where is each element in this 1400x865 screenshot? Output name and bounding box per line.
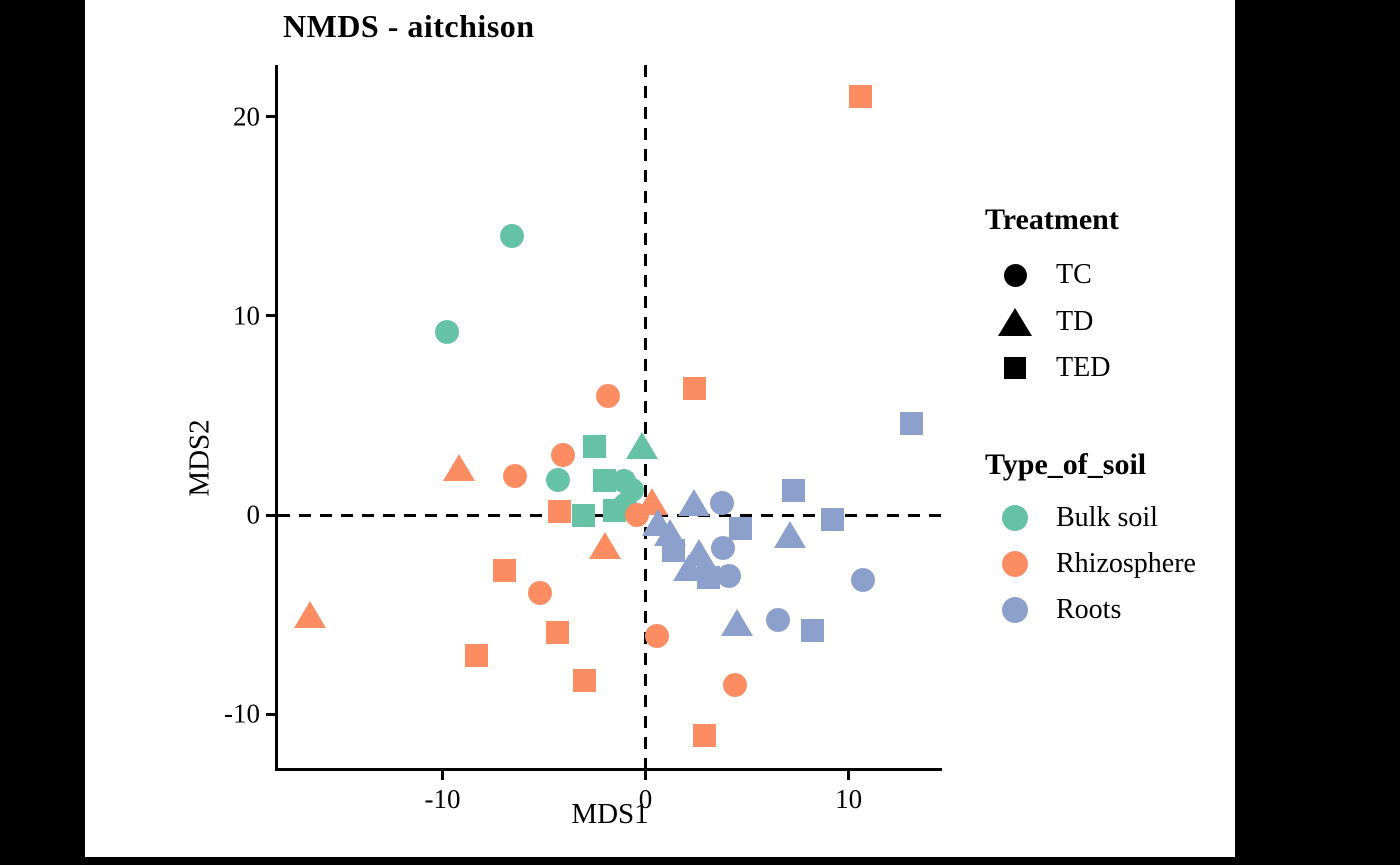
x-tick-label: 10 <box>835 784 863 814</box>
data-point-bulk-soil-ted <box>572 503 596 527</box>
data-point-rhizosphere-ted <box>573 668 597 692</box>
rhizosphere-dot-icon <box>1002 551 1028 577</box>
soil-item-label: Bulk soil <box>1056 502 1158 533</box>
x-axis-label: MDS1 <box>571 798 649 830</box>
data-point-roots-ted <box>696 566 720 590</box>
x-tick-label: -10 <box>424 784 461 814</box>
data-point-roots-ted <box>820 507 844 531</box>
data-point-roots-tc <box>850 567 875 592</box>
data-point-rhizosphere-tc <box>502 464 527 489</box>
data-point-rhizosphere-ted <box>547 499 571 523</box>
data-point-roots-ted <box>729 516 753 540</box>
data-point-bulk-soil-ted <box>602 498 626 522</box>
data-point-bulk-soil-td <box>626 432 659 460</box>
roots-dot-icon <box>1002 597 1028 623</box>
data-point-roots-td <box>678 489 711 517</box>
data-point-bulk-soil-tc <box>434 319 459 344</box>
data-point-rhizosphere-ted <box>465 643 489 667</box>
x-axis-tick <box>847 771 851 780</box>
zero-x-reference-line <box>644 65 648 768</box>
soil-legend-item-rhizosphere: Rhizosphere <box>998 550 1196 578</box>
data-point-rhizosphere-ted <box>849 85 873 109</box>
data-point-roots-ted <box>782 478 806 502</box>
data-point-rhizosphere-ted <box>545 621 569 645</box>
x-axis-tick <box>644 771 648 780</box>
data-point-rhizosphere-td <box>442 454 475 482</box>
data-point-rhizosphere-td <box>588 531 621 559</box>
data-point-rhizosphere-td <box>294 600 327 628</box>
treatment-legend-item-ted: TED <box>998 354 1110 382</box>
treatment-item-label: TC <box>1056 259 1092 290</box>
data-point-roots-tc <box>710 535 735 560</box>
soil-item-label: Rhizosphere <box>1056 548 1196 579</box>
chart-title: NMDS - aitchison <box>283 8 535 44</box>
data-point-rhizosphere-tc <box>527 580 552 605</box>
type-of-soil-legend: Type_of_soil Bulk soil Rhizosphere Roots <box>985 448 1245 648</box>
x-axis-tick <box>440 771 444 780</box>
treatment-item-label: TED <box>1056 352 1111 383</box>
data-point-bulk-soil-ted <box>583 434 607 458</box>
data-point-bulk-soil-tc <box>546 468 571 493</box>
y-tick-label: -10 <box>224 698 260 729</box>
soil-legend-item-roots: Roots <box>998 596 1121 624</box>
y-tick-label: 10 <box>233 300 260 331</box>
y-tick-label: 20 <box>233 101 260 132</box>
y-axis-line <box>275 65 278 771</box>
data-point-roots-td <box>720 608 753 636</box>
data-point-rhizosphere-tc <box>595 383 620 408</box>
data-point-rhizosphere-tc <box>644 623 669 648</box>
y-axis-tick <box>266 115 275 119</box>
ted-square-icon <box>1004 357 1026 379</box>
soil-item-label: Roots <box>1056 594 1122 625</box>
data-point-rhizosphere-ted <box>682 377 706 401</box>
y-axis-label: MDS2 <box>183 419 216 497</box>
data-point-roots-tc <box>716 563 741 588</box>
y-tick-label: 0 <box>246 499 261 530</box>
x-axis-line <box>275 768 942 771</box>
td-triangle-icon <box>998 308 1032 336</box>
data-point-roots-tc <box>765 607 790 632</box>
data-point-rhizosphere-tc <box>551 443 576 468</box>
data-point-roots-td <box>773 520 806 548</box>
y-axis-tick <box>266 712 275 716</box>
data-point-roots-ted <box>900 411 924 435</box>
soil-legend-item-bulk: Bulk soil <box>998 504 1158 532</box>
x-tick-label: 0 <box>638 784 653 814</box>
treatment-legend-title: Treatment <box>985 203 1119 236</box>
bulk-soil-dot-icon <box>1002 505 1028 531</box>
treatment-legend-item-tc: TC <box>998 261 1092 289</box>
data-point-rhizosphere-ted <box>492 559 516 583</box>
y-axis-tick <box>266 513 275 517</box>
tc-circle-icon <box>1003 263 1027 287</box>
treatment-legend: Treatment TC TD TED <box>985 203 1245 403</box>
data-point-bulk-soil-ted <box>593 468 617 492</box>
data-point-rhizosphere-tc <box>722 673 747 698</box>
data-point-bulk-soil-tc <box>499 224 524 249</box>
type-of-soil-legend-title: Type_of_soil <box>985 448 1147 481</box>
treatment-item-label: TD <box>1056 306 1094 337</box>
data-point-roots-ted <box>800 619 824 643</box>
data-point-roots-tc <box>709 491 734 516</box>
data-point-rhizosphere-ted <box>692 723 716 747</box>
y-axis-tick <box>266 314 275 318</box>
treatment-legend-item-td: TD <box>998 308 1093 336</box>
